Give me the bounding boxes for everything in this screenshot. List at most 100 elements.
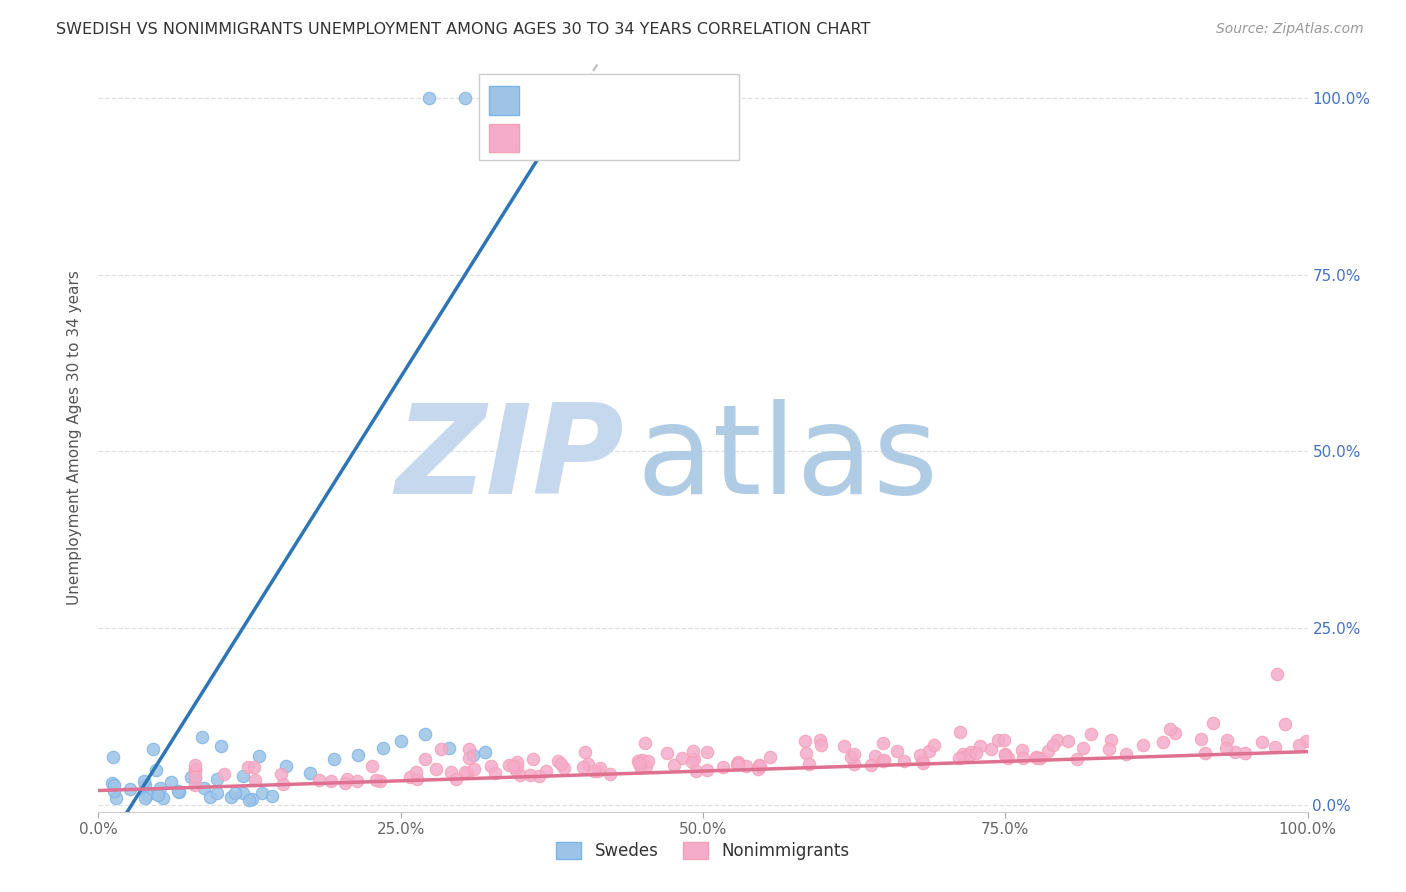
Point [589,761,612,775]
Point [135,789,157,803]
Point [180,770,202,784]
Point [628,759,651,773]
Point [145,763,167,777]
Point [893,754,915,768]
Point [1201,715,1223,730]
Point [198,790,221,805]
Point [681,755,703,769]
Point [319,773,342,788]
Point [534,764,557,779]
Text: atlas: atlas [637,399,939,520]
Point [413,727,436,741]
Point [969,739,991,753]
Point [1115,747,1137,762]
Point [430,742,453,756]
Point [134,791,156,805]
Point [205,772,228,786]
Point [842,747,865,762]
Point [463,748,485,763]
Point [1288,739,1310,753]
Point [454,91,477,105]
Point [997,751,1019,765]
Point [957,748,980,763]
Text: ZIP: ZIP [395,399,624,520]
Point [456,765,478,780]
Point [193,781,215,796]
Point [274,758,297,772]
Point [634,759,657,773]
Point [219,790,242,805]
Point [184,778,207,792]
Point [1295,734,1317,748]
Point [101,775,124,789]
Point [236,760,259,774]
Point [454,764,477,779]
Point [245,772,267,787]
Point [1159,723,1181,737]
Point [873,753,896,767]
Point [1080,727,1102,741]
Point [232,786,254,800]
Point [399,770,422,784]
Point [484,766,506,780]
Point [238,793,260,807]
Point [908,747,931,762]
Point [1152,735,1174,749]
Point [1194,747,1216,761]
Point [146,788,169,802]
Point [637,754,659,768]
Point [1012,751,1035,765]
Point [440,765,463,780]
Point [550,756,572,771]
Point [506,755,529,769]
Point [214,767,236,781]
Point [103,783,125,797]
Point [628,756,651,770]
Point [952,747,974,762]
Point [184,769,207,783]
Point [655,747,678,761]
Point [184,762,207,776]
Point [368,774,391,789]
Point [389,734,412,748]
Point [859,758,882,772]
FancyBboxPatch shape [489,124,519,153]
Point [1225,745,1247,759]
Point [509,768,531,782]
Point [980,741,1002,756]
Point [682,744,704,758]
Point [527,769,550,783]
Point [725,757,748,772]
Point [224,786,246,800]
Point [405,765,427,780]
Point [333,775,356,789]
Point [308,773,330,788]
Point [371,741,394,756]
Point [631,753,654,767]
Point [1066,751,1088,765]
Point [949,725,972,739]
Point [406,772,429,786]
Point [1029,751,1052,765]
Point [346,774,368,789]
Point [574,745,596,759]
Point [103,778,125,792]
Text: Source: ZipAtlas.com: Source: ZipAtlas.com [1216,22,1364,37]
Point [463,762,485,776]
Point [146,788,169,802]
Point [832,739,855,753]
Point [183,771,205,785]
Point [948,751,970,765]
Point [240,792,263,806]
Point [747,762,769,776]
FancyBboxPatch shape [489,87,519,115]
Point [425,762,447,776]
Point [839,750,862,764]
Point [184,757,207,772]
Point [863,749,886,764]
Point [1274,717,1296,731]
Point [1264,739,1286,754]
Point [965,746,987,760]
Point [366,772,388,787]
Point [1042,738,1064,752]
